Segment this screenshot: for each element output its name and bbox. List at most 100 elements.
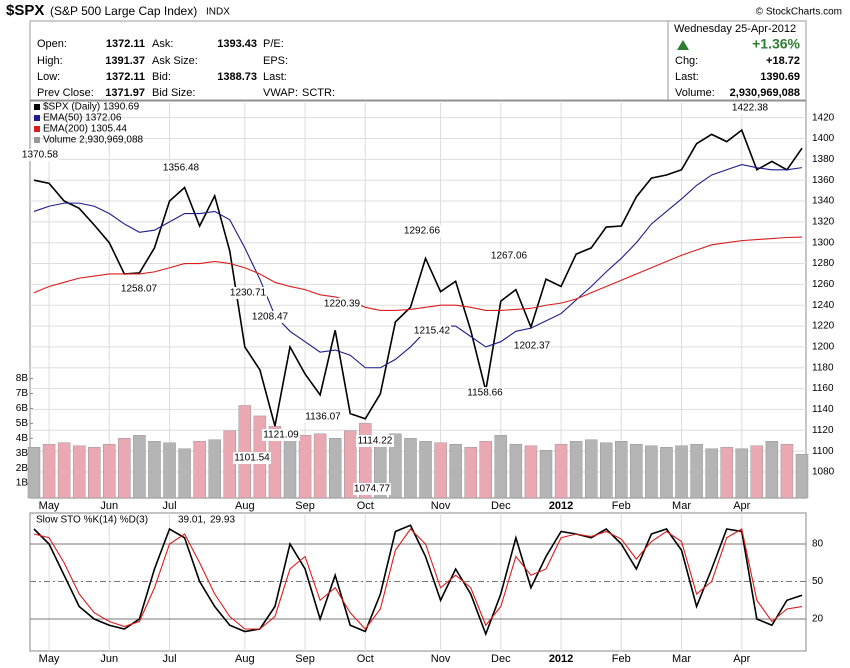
y-tick-label: 1320 — [812, 217, 835, 228]
volume-bar — [238, 405, 252, 499]
volume-bar — [27, 447, 41, 499]
quote-label: SCTR: — [302, 87, 335, 99]
quote-label: Bid Size: — [152, 87, 195, 99]
x-tick-label: Mar — [672, 500, 691, 512]
y2-tick-label: 5B — [16, 418, 29, 429]
annotation-bg — [403, 225, 441, 237]
volume-bar — [449, 444, 462, 499]
price-annotation: 1215.42 — [414, 326, 451, 337]
y-tick-label: 1400 — [812, 133, 835, 144]
quote-label: P/E: — [263, 38, 284, 50]
volume-bar — [419, 441, 432, 499]
quote-label: Last: — [263, 71, 287, 83]
volume-bar — [434, 442, 447, 499]
x-tick-label: Jun — [100, 500, 118, 512]
y-tick-label: 1240 — [812, 300, 835, 311]
price-annotation: 1220.39 — [324, 299, 361, 310]
volume-bar — [133, 435, 146, 499]
quote-label: VWAP: — [263, 87, 298, 99]
quote-label: High: — [37, 55, 63, 67]
index-name: (S&P 500 Large Cap Index) — [50, 4, 197, 18]
volume-bar — [208, 439, 221, 499]
price-annotation: 1422.38 — [732, 103, 769, 114]
volume-bar — [283, 438, 297, 499]
x-tick-label: Nov — [431, 500, 451, 512]
series-line — [33, 163, 803, 369]
price-annotation: 1292.66 — [404, 226, 441, 237]
quote-box — [29, 20, 807, 101]
volume-bar — [539, 450, 553, 499]
y-tick-label: 1380 — [812, 154, 835, 165]
volume-bar — [524, 445, 538, 499]
legend-entry: EMA(200) 1305.44 — [43, 124, 127, 135]
annotation-bg — [251, 311, 289, 323]
indicator-label: Slow STO %K(14) %D(3) — [36, 515, 148, 526]
price-annotation: 1158.66 — [467, 388, 503, 399]
price-annotation: 1356.48 — [163, 163, 200, 174]
volume-bar — [72, 445, 86, 499]
y2-tick-label: 6B — [16, 403, 29, 414]
volume-bar — [328, 438, 342, 499]
annotation-bg — [120, 283, 158, 295]
change-pct: +1.36% — [752, 36, 800, 52]
y-tick-label: 1200 — [812, 342, 835, 353]
x-tick-label: Oct — [357, 653, 374, 665]
x-tick-label: Dec — [491, 500, 511, 512]
y-tick-label: 1220 — [812, 321, 835, 332]
quote-label: Bid: — [152, 71, 171, 83]
volume-bar — [223, 430, 236, 499]
x-tick-label: Jul — [162, 653, 176, 665]
annotation-bg — [413, 325, 451, 337]
annotation-bg — [353, 483, 391, 495]
volume-bar — [404, 438, 417, 499]
volume-bar — [118, 438, 131, 499]
annotation-bg — [490, 250, 528, 262]
volume-bar — [193, 441, 206, 499]
volume-bar — [57, 442, 71, 499]
quote-label: Prev Close: — [37, 87, 94, 99]
x-tick-label: 2012 — [549, 500, 573, 512]
volume-bar — [780, 444, 794, 499]
y-tick-label: 1140 — [812, 404, 834, 415]
quote-label: Ask Size: — [152, 55, 198, 67]
volume-bar — [344, 430, 357, 499]
symbol: $SPX — [6, 2, 44, 19]
quote-date: Wednesday 25-Apr-2012 — [674, 23, 796, 35]
volume-bar — [675, 445, 688, 499]
annotation-bg — [262, 429, 300, 441]
y-tick-label: 20 — [812, 614, 824, 625]
price-annotation: 1101.54 — [234, 453, 270, 464]
x-tick-label: Dec — [491, 653, 511, 665]
volume-bar — [509, 444, 523, 499]
volume-bar — [705, 448, 718, 499]
chg-label: Chg: — [675, 55, 698, 67]
annotation-bg — [304, 411, 342, 423]
volume-bar — [148, 441, 161, 499]
volume-bar — [42, 444, 56, 499]
x-tick-label: Feb — [612, 500, 631, 512]
last-label: Last: — [675, 71, 699, 83]
volume-bar — [554, 444, 568, 499]
annotation-bg — [323, 298, 361, 310]
legend-entry: EMA(50) 1372.06 — [43, 113, 122, 124]
x-tick-label: Aug — [235, 500, 255, 512]
y2-tick-label: 8B — [16, 373, 29, 384]
volume: 2,930,969,088 — [730, 87, 800, 99]
annotation-bg — [229, 287, 267, 299]
y-tick-label: 1080 — [812, 467, 835, 478]
series-line — [33, 128, 803, 427]
y2-tick-label: 7B — [16, 388, 29, 399]
y2-tick-label: 4B — [16, 433, 29, 444]
annotation-bg — [21, 149, 59, 161]
annotation-bg — [162, 162, 200, 174]
series-line — [33, 236, 803, 311]
price-annotation: 1074.77 — [354, 484, 391, 495]
price-annotation: 1121.09 — [263, 430, 299, 441]
up-arrow — [677, 40, 689, 50]
y2-tick-label: 1B — [16, 478, 29, 489]
y-tick-label: 1160 — [812, 383, 834, 394]
price-annotation: 1230.71 — [230, 288, 267, 299]
volume-bar — [178, 448, 191, 499]
volume-bar — [660, 447, 673, 499]
y-tick-label: 1180 — [812, 362, 834, 373]
